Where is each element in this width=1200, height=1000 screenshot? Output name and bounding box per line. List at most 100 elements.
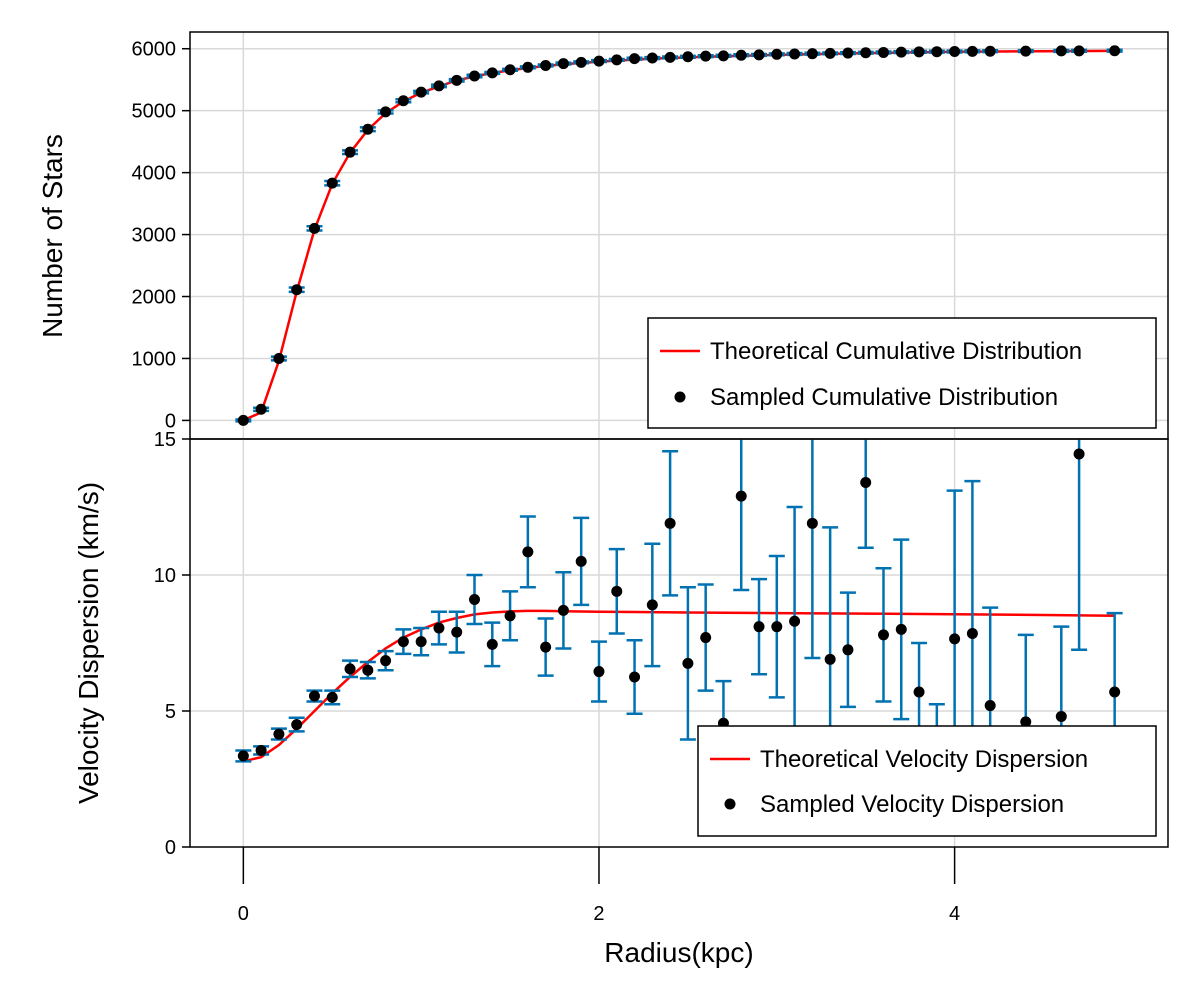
sampled-point [540, 641, 552, 653]
sampled-point [966, 627, 978, 639]
sampled-point [415, 636, 427, 648]
sampled-point [1020, 716, 1032, 728]
x-tick-label: 0 [238, 903, 249, 925]
sampled-point [984, 45, 996, 57]
sampled-point [629, 53, 641, 65]
sampled-point [237, 414, 249, 426]
errorbar [857, 439, 874, 550]
sampled-point [397, 636, 409, 648]
sampled-point [717, 50, 729, 62]
y-tick-label: 1000 [132, 348, 177, 370]
sampled-point [860, 477, 872, 489]
sampled-point [913, 686, 925, 698]
sampled-point [522, 546, 534, 558]
sampled-point [931, 46, 943, 58]
bottom-y-ticks: 0 5 10 15 [154, 429, 190, 859]
sampled-point [273, 352, 285, 364]
bottom-legend-label-theoretical: Theoretical Velocity Dispersion [760, 746, 1088, 773]
sampled-point [771, 48, 783, 60]
y-tick-label: 15 [154, 429, 176, 451]
sampled-point [362, 664, 374, 676]
sampled-point [1073, 45, 1085, 57]
sampled-point [771, 621, 783, 633]
sampled-point [700, 632, 712, 644]
bottom-y-axis-label: Velocity Dispersion (km/s) [73, 482, 104, 804]
sampled-point [308, 690, 320, 702]
sampled-point [753, 49, 765, 61]
sampled-point [451, 74, 463, 86]
sampled-point [842, 47, 854, 59]
sampled-point [806, 48, 818, 60]
x-axis-label: Radius(kpc) [604, 937, 753, 968]
sampled-point [469, 593, 481, 605]
sampled-point [984, 700, 996, 712]
top-legend-point-swatch [674, 391, 686, 403]
sampled-point [789, 48, 801, 60]
sampled-point [557, 58, 569, 70]
sampled-point [682, 51, 694, 63]
y-tick-label: 0 [165, 410, 176, 432]
sampled-point [593, 666, 605, 678]
bottom-panel: 0 5 10 15 0 2 4 Velocity Dispersion (km/s) Ra… [73, 429, 1169, 968]
sampled-point [522, 61, 534, 73]
sampled-point [806, 517, 818, 529]
sampled-point [504, 610, 516, 622]
sampled-point [344, 663, 356, 675]
sampled-point [664, 51, 676, 63]
bottom-legend: Theoretical Velocity Dispersion Sampled … [697, 725, 1157, 837]
y-tick-label: 3000 [132, 225, 177, 247]
sampled-point [415, 86, 427, 98]
sampled-point [362, 123, 374, 135]
y-tick-label: 0 [165, 837, 176, 859]
sampled-point [433, 80, 445, 92]
y-tick-label: 10 [154, 565, 176, 587]
sampled-point [611, 585, 623, 597]
sampled-point [344, 146, 356, 158]
sampled-point [824, 653, 836, 665]
top-legend-label-sampled: Sampled Cumulative Distribution [710, 384, 1058, 411]
sampled-point [646, 599, 658, 611]
sampled-point [540, 59, 552, 71]
bottom-x-ticks: 0 2 4 [238, 847, 960, 925]
sampled-point [1109, 45, 1121, 57]
errorbar [1071, 439, 1088, 652]
sampled-point [789, 615, 801, 627]
top-panel: 0 1000 2000 3000 4000 5000 6000 Number of Star… [37, 31, 1169, 440]
bottom-sampled-points [237, 448, 1121, 762]
sampled-point [451, 626, 463, 638]
top-y-ticks: 0 1000 2000 3000 4000 5000 6000 [132, 39, 190, 432]
sampled-point [682, 657, 694, 669]
y-tick-label: 2000 [132, 287, 177, 309]
sampled-point [1073, 448, 1085, 460]
sampled-point [877, 46, 889, 58]
sampled-point [326, 177, 338, 189]
sampled-point [575, 56, 587, 68]
sampled-point [629, 671, 641, 683]
sampled-point [949, 46, 961, 58]
top-legend-box [647, 317, 1157, 429]
sampled-point [380, 655, 392, 667]
x-tick-label: 4 [949, 903, 960, 925]
sampled-point [966, 45, 978, 57]
sampled-point [433, 622, 445, 634]
sampled-point [895, 623, 907, 635]
sampled-point [291, 719, 303, 731]
sampled-point [575, 555, 587, 567]
top-sampled-points [237, 45, 1121, 426]
sampled-point [1055, 710, 1067, 722]
sampled-point [664, 517, 676, 529]
bottom-legend-point-swatch [724, 798, 736, 810]
sampled-point [255, 744, 267, 756]
sampled-point [646, 52, 658, 64]
top-legend-label-theoretical: Theoretical Cumulative Distribution [710, 338, 1082, 365]
bottom-plot-frame [189, 438, 1169, 848]
sampled-point [895, 46, 907, 58]
sampled-point [753, 621, 765, 633]
sampled-point [486, 67, 498, 79]
sampled-point [949, 633, 961, 645]
sampled-point [504, 64, 516, 76]
sampled-point [1109, 686, 1121, 698]
sampled-point [1055, 45, 1067, 57]
sampled-point [273, 728, 285, 740]
top-y-axis-label: Number of Stars [37, 134, 68, 338]
